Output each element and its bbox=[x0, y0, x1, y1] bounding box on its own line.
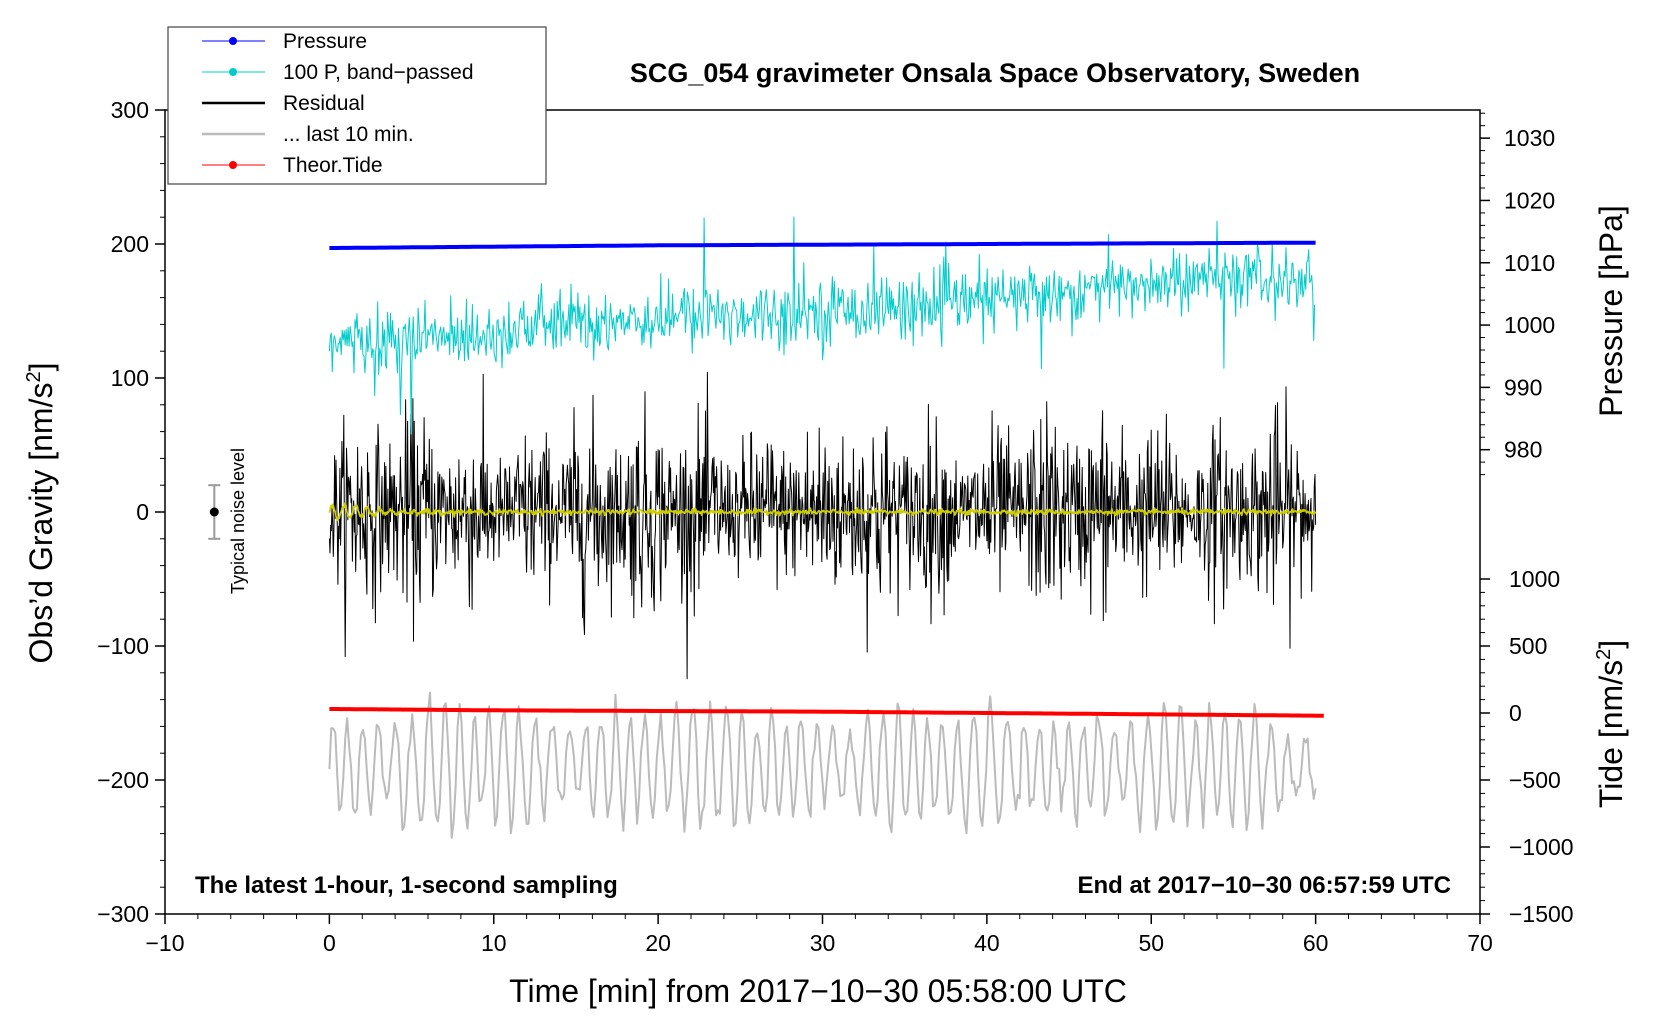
series-residual-smoothed bbox=[328, 502, 1317, 522]
y-tick-label: 200 bbox=[111, 231, 149, 257]
tide-axis-title-close: ] bbox=[1593, 640, 1629, 649]
y-tick-label: 0 bbox=[136, 499, 149, 525]
pressure-tick-label: 980 bbox=[1504, 437, 1542, 463]
pressure-tick-label: 1030 bbox=[1504, 125, 1555, 151]
y-tick-label: −300 bbox=[97, 901, 149, 927]
series-theoretical-tide bbox=[329, 707, 1324, 718]
y-tick-label: −100 bbox=[97, 633, 149, 659]
legend-marker bbox=[229, 68, 237, 76]
typical-noise-indicator bbox=[208, 484, 221, 540]
x-axis: −10 0 10 20 30 40 50 60 70 bbox=[145, 914, 1493, 956]
y-axis-title: Obs’d Gravity [nm/s2] bbox=[23, 363, 59, 664]
tide-axis-title-sup: 2 bbox=[1593, 649, 1615, 660]
y-axis-title-close: ] bbox=[23, 363, 59, 372]
chart-title: SCG_054 gravimeter Onsala Space Observat… bbox=[630, 58, 1360, 88]
pressure-tick-label: 1010 bbox=[1504, 250, 1555, 276]
tide-tick-label: −500 bbox=[1509, 767, 1561, 793]
legend-label: Pressure bbox=[283, 30, 367, 53]
legend-box bbox=[167, 26, 547, 185]
y-tick-label: 300 bbox=[111, 97, 149, 123]
series-layer bbox=[328, 216, 1324, 839]
x-tick-label: 0 bbox=[323, 930, 336, 956]
legend: Pressure 100 P, band−passed Residual ... la… bbox=[167, 26, 547, 185]
pressure-axis: 1030 1020 1010 1000 990 980 bbox=[1480, 112, 1555, 476]
tide-tick-label: 500 bbox=[1509, 633, 1547, 659]
x-tick-label: 40 bbox=[974, 930, 1000, 956]
x-tick-label: 20 bbox=[645, 930, 671, 956]
y-tick-label: −200 bbox=[97, 767, 149, 793]
y-axis-title-sup: 2 bbox=[23, 371, 45, 382]
legend-label: Theor.Tide bbox=[283, 154, 383, 177]
x-tick-label: 70 bbox=[1467, 930, 1493, 956]
series-residual bbox=[328, 371, 1317, 680]
tide-tick-label: 1000 bbox=[1509, 566, 1560, 592]
x-tick-label: 50 bbox=[1138, 930, 1164, 956]
x-tick-label: 10 bbox=[481, 930, 507, 956]
x-tick-label: 30 bbox=[810, 930, 836, 956]
legend-marker bbox=[229, 161, 237, 169]
y-tick-label: 100 bbox=[111, 365, 149, 391]
tide-tick-label: −1500 bbox=[1509, 901, 1574, 927]
noise-level-label: Typical noise level bbox=[228, 448, 248, 594]
legend-label: ... last 10 min. bbox=[283, 123, 414, 146]
tide-tick-label: 0 bbox=[1509, 700, 1522, 726]
series-band-passed-pressure bbox=[328, 216, 1316, 435]
bottom-right-note: End at 2017−10−30 06:57:59 UTC bbox=[1077, 872, 1451, 899]
y-axis-left: 300 200 100 0 −100 −200 −300 bbox=[97, 97, 165, 927]
series-last-10-min bbox=[328, 691, 1317, 839]
x-tick-label: 60 bbox=[1303, 930, 1329, 956]
bottom-left-note: The latest 1-hour, 1-second sampling bbox=[195, 872, 618, 899]
legend-label: Residual bbox=[283, 92, 365, 115]
pressure-tick-label: 990 bbox=[1504, 374, 1542, 400]
pressure-axis-title: Pressure [hPa] bbox=[1593, 205, 1629, 417]
pressure-tick-label: 1000 bbox=[1504, 312, 1555, 338]
pressure-tick-label: 1020 bbox=[1504, 187, 1555, 213]
tide-tick-label: −1000 bbox=[1509, 834, 1574, 860]
noise-bar-dot bbox=[209, 507, 219, 517]
tide-axis-title: Tide [nm/s2] bbox=[1593, 640, 1629, 808]
x-tick-label: −10 bbox=[145, 930, 184, 956]
legend-marker bbox=[229, 37, 237, 45]
legend-label: 100 P, band−passed bbox=[283, 61, 474, 84]
x-axis-title: Time [min] from 2017−10−30 05:58:00 UTC bbox=[509, 973, 1127, 1009]
tide-axis-title-main: Tide [nm/s bbox=[1593, 660, 1629, 808]
series-pressure bbox=[329, 240, 1316, 250]
tide-axis: 1000 500 0 −500 −1000 −1500 bbox=[1480, 566, 1574, 927]
y-axis-title-main: Obs’d Gravity [nm/s bbox=[23, 383, 59, 664]
